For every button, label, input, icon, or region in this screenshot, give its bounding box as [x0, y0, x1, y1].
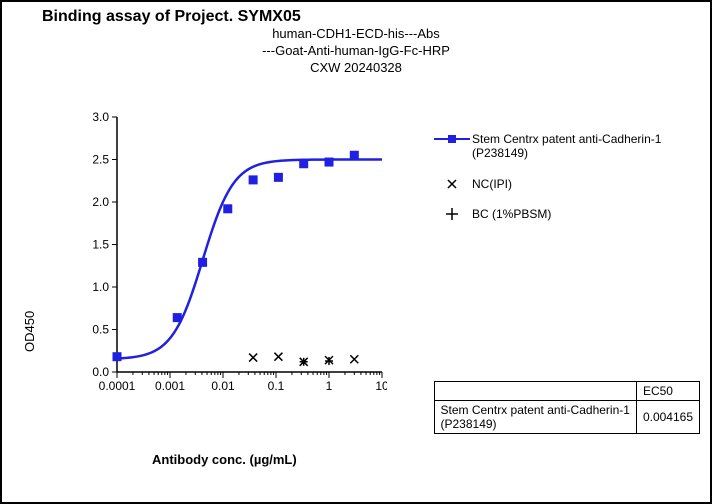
svg-text:2.5: 2.5 [92, 153, 109, 167]
content-area: OD450 0.00.51.01.52.02.53.00.00010.0010.… [2, 112, 710, 502]
svg-text:3.0: 3.0 [92, 112, 109, 124]
ec50-label-line1: Stem Centrx patent anti-Cadherin-1 [441, 403, 630, 417]
ec50-table: EC50 Stem Centrx patent anti-Cadherin-1 … [434, 381, 701, 434]
legend-label: Stem Centrx patent anti-Cadherin-1 (P238… [472, 132, 661, 161]
ec50-header: EC50 [636, 382, 699, 401]
legend: Stem Centrx patent anti-Cadherin-1 (P238… [432, 132, 661, 238]
svg-text:0.0: 0.0 [92, 365, 109, 379]
legend-marker [432, 132, 472, 146]
svg-text:1.5: 1.5 [92, 238, 109, 252]
svg-text:1.0: 1.0 [92, 280, 109, 294]
chart-plot: 0.0 0.5 1.0 1.5 2.0 2.5 3.0 0.0001 0.001 0.01 0.1 1… [77, 112, 387, 412]
svg-text:10: 10 [375, 379, 387, 393]
ec50-row-label: Stem Centrx patent anti-Cadherin-1 (P238… [434, 401, 636, 434]
svg-text:2.0: 2.0 [92, 195, 109, 209]
subtitle-1: human-CDH1-ECD-his---Abs [2, 26, 710, 43]
chart-title: Binding assay of Project. SYMX05 [42, 8, 710, 26]
legend-item: NC(IPI) [432, 177, 661, 191]
x-axis-label: Antibody conc. (µg/mL) [152, 452, 297, 467]
legend-label: NC(IPI) [472, 177, 512, 191]
ec50-label-line2: (P238149) [441, 417, 497, 431]
figure-frame: Binding assay of Project. SYMX05 human-C… [0, 0, 712, 504]
ec50-empty-cell [434, 382, 636, 401]
subtitle-3: CXW 20240328 [2, 60, 710, 77]
svg-text:0.5: 0.5 [92, 323, 109, 337]
legend-marker [432, 177, 472, 191]
svg-text:0.001: 0.001 [155, 379, 185, 393]
legend-item: Stem Centrx patent anti-Cadherin-1 (P238… [432, 132, 661, 161]
y-axis-label: OD450 [22, 311, 37, 352]
svg-text:1: 1 [326, 379, 333, 393]
svg-text:0.1: 0.1 [268, 379, 285, 393]
ec50-value: 0.004165 [636, 401, 699, 434]
subtitle-2: ---Goat-Anti-human-IgG-Fc-HRP [2, 43, 710, 60]
legend-item: BC (1%PBSM) [432, 207, 661, 221]
svg-text:0.0001: 0.0001 [99, 379, 136, 393]
legend-label: BC (1%PBSM) [472, 207, 551, 221]
title-block: Binding assay of Project. SYMX05 human-C… [2, 8, 710, 77]
svg-text:0.01: 0.01 [211, 379, 235, 393]
legend-marker [432, 207, 472, 221]
